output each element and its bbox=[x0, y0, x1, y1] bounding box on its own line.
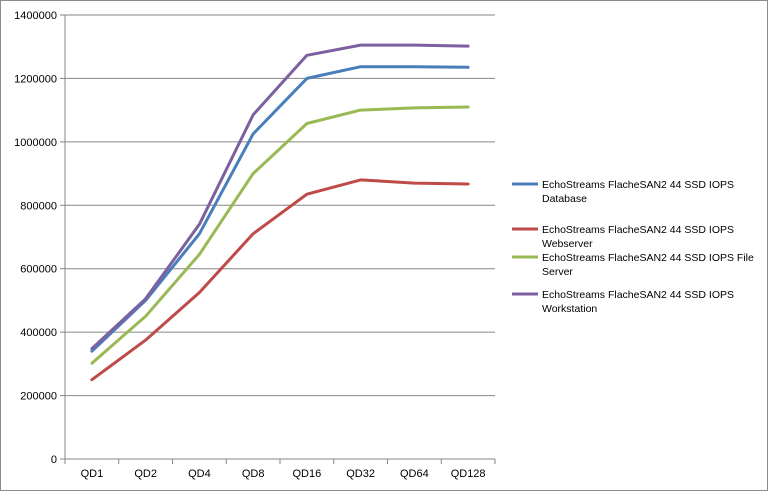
legend-label: EchoStreams FlacheSAN2 44 SSD IOPS File bbox=[542, 252, 754, 264]
x-tick-label: QD16 bbox=[293, 468, 322, 480]
series-line-0 bbox=[90, 65, 470, 353]
y-tick-label: 400000 bbox=[20, 327, 57, 339]
legend: EchoStreams FlacheSAN2 44 SSD IOPS Databa… bbox=[512, 179, 754, 315]
series-line-1 bbox=[90, 178, 470, 382]
gridlines bbox=[65, 14, 495, 397]
x-tick-label: QD4 bbox=[188, 468, 211, 480]
legend-label: EchoStreams FlacheSAN2 44 SSD IOPS bbox=[542, 289, 734, 301]
x-tick-label: QD1 bbox=[81, 468, 104, 480]
series-line-2 bbox=[90, 105, 470, 365]
x-tick-label: QD32 bbox=[346, 468, 375, 480]
legend-label: Database bbox=[542, 193, 587, 205]
x-tick-label: QD64 bbox=[400, 468, 429, 480]
legend-label: Server bbox=[542, 266, 573, 278]
y-tick-label: 0 bbox=[51, 454, 57, 466]
y-tick-label: 600000 bbox=[20, 264, 57, 276]
series-lines bbox=[90, 43, 470, 382]
y-tick-label: 1200000 bbox=[14, 73, 57, 85]
x-tick-label: QD2 bbox=[134, 468, 157, 480]
legend-label: Webserver bbox=[542, 238, 593, 250]
series-line-3 bbox=[90, 43, 470, 351]
x-tick-label: QD128 bbox=[451, 468, 486, 480]
y-tick-label: 1000000 bbox=[14, 137, 57, 149]
y-tick-label: 200000 bbox=[20, 391, 57, 403]
legend-label: EchoStreams FlacheSAN2 44 SSD IOPS bbox=[542, 179, 734, 191]
axes: 0 200000 400000 600000 800000 1000000 1200000 1… bbox=[14, 10, 496, 480]
y-tick-label: 800000 bbox=[20, 200, 57, 212]
legend-label: EchoStreams FlacheSAN2 44 SSD IOPS bbox=[542, 224, 734, 236]
x-tick-label: QD8 bbox=[242, 468, 265, 480]
legend-label: Workstation bbox=[542, 303, 597, 315]
y-tick-label: 1400000 bbox=[14, 10, 57, 22]
